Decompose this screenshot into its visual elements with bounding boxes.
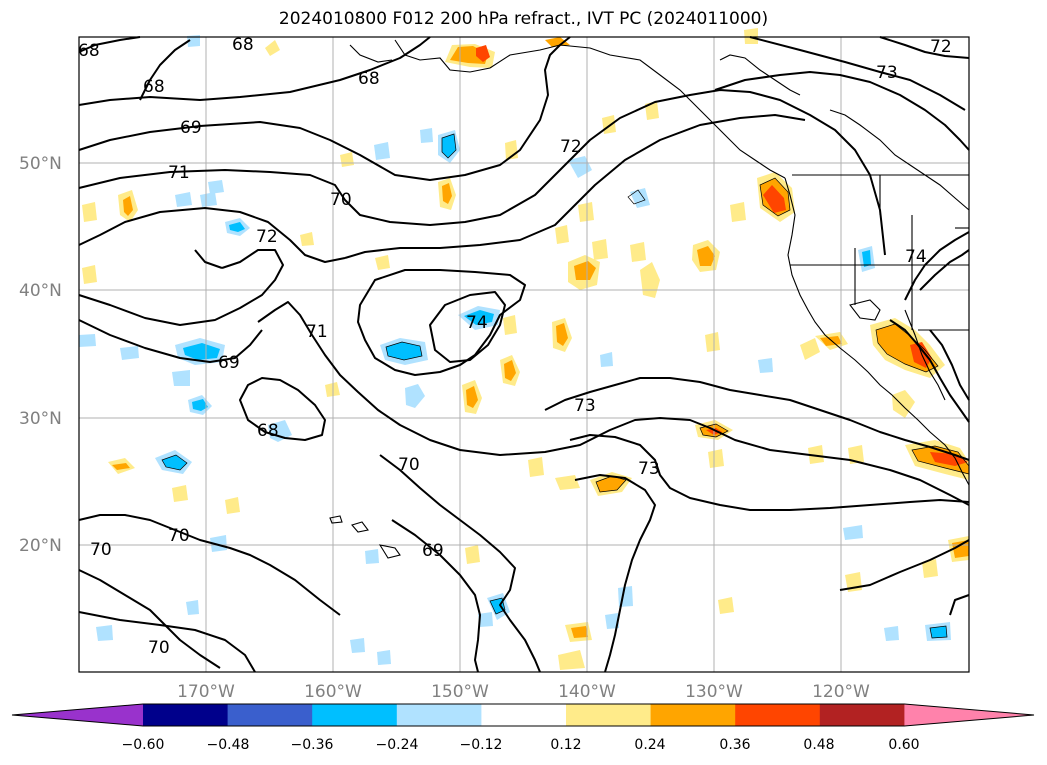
contour-label: 74 [905, 247, 927, 267]
colorbar-extend-min [12, 704, 143, 726]
coastlines [329, 39, 970, 559]
colorbar-tick-label: −0.48 [207, 737, 250, 753]
contour-label: 73 [876, 63, 898, 83]
contour-label: 72 [256, 227, 278, 247]
colorbar-segment [819, 704, 905, 726]
longitude-labels: 170°W 160°W 150°W 140°W 130°W 120°W [177, 682, 870, 702]
colorbar-extend-max [904, 704, 1034, 726]
colorbar-tick-label: −0.12 [460, 737, 503, 753]
contour-label: 73 [638, 459, 660, 479]
map-title: 2024010800 F012 200 hPa refract., IVT PC… [278, 9, 769, 29]
lon-label-170w: 170°W [177, 682, 235, 702]
contour-label: 73 [574, 396, 596, 416]
contour-label: 72 [560, 137, 582, 157]
colorbar-tick-label: 0.48 [803, 737, 834, 753]
contour-label: 68 [78, 41, 100, 61]
contour-label: 68 [232, 35, 254, 55]
contour-label: 70 [330, 190, 352, 210]
contour-label: 69 [218, 353, 240, 373]
colorbar-segment [396, 704, 482, 726]
lat-label-30n: 30°N [19, 409, 62, 429]
colorbar-outline [11, 703, 1035, 727]
shaded-outlines [161, 133, 970, 639]
colorbar-tick-label: 0.60 [888, 737, 919, 753]
lon-label-120w: 120°W [812, 682, 870, 702]
colorbar-tick-label: 0.24 [634, 737, 665, 753]
colorbar-tick-label: 0.12 [550, 737, 581, 753]
colorbar: −0.60 −0.48 −0.36 −0.24 −0.12 0.12 0.24 … [11, 703, 1035, 753]
contour-label: 71 [306, 322, 328, 342]
colorbar-tick-label: −0.36 [291, 737, 334, 753]
refractivity-contours [78, 36, 970, 673]
lon-label-140w: 140°W [558, 682, 616, 702]
contour-label: 72 [930, 37, 952, 57]
contour-label: 70 [398, 455, 420, 475]
latitude-labels: 50°N 40°N 30°N 20°N [19, 154, 62, 556]
contour-label: 70 [148, 638, 170, 658]
colorbar-tick-label: −0.24 [376, 737, 419, 753]
colorbar-ticks: −0.60 −0.48 −0.36 −0.24 −0.12 0.12 0.24 … [122, 737, 920, 753]
colorbar-segments [11, 703, 1035, 727]
contour-label: 70 [168, 526, 190, 546]
contour-label: 68 [257, 421, 279, 441]
contour-label: 68 [143, 77, 165, 97]
colorbar-segment [566, 704, 652, 726]
contour-label: 69 [180, 118, 202, 138]
lon-label-150w: 150°W [431, 682, 489, 702]
colorbar-segment [227, 704, 313, 726]
colorbar-tick-label: −0.60 [122, 737, 165, 753]
lat-label-50n: 50°N [19, 154, 62, 174]
colorbar-segment [650, 704, 736, 726]
colorbar-segment [735, 704, 821, 726]
contour-label: 68 [358, 69, 380, 89]
contour-label: 70 [90, 540, 112, 560]
contour-labels: 68 68 68 68 69 71 70 72 71 69 68 70 70 7… [78, 35, 952, 658]
contour-label: 69 [422, 541, 444, 561]
colorbar-segment [481, 704, 567, 726]
lat-label-40n: 40°N [19, 281, 62, 301]
contour-label: 74 [466, 313, 488, 333]
colorbar-segment [143, 704, 229, 726]
map-frame [78, 36, 970, 673]
lon-label-160w: 160°W [304, 682, 362, 702]
contour-label: 71 [168, 163, 190, 183]
colorbar-segment [312, 704, 398, 726]
map-panel: 68 68 68 68 69 71 70 72 71 69 68 70 70 7… [78, 28, 970, 673]
colorbar-tick-label: 0.36 [719, 737, 750, 753]
lon-label-130w: 130°W [685, 682, 743, 702]
lat-label-20n: 20°N [19, 536, 62, 556]
